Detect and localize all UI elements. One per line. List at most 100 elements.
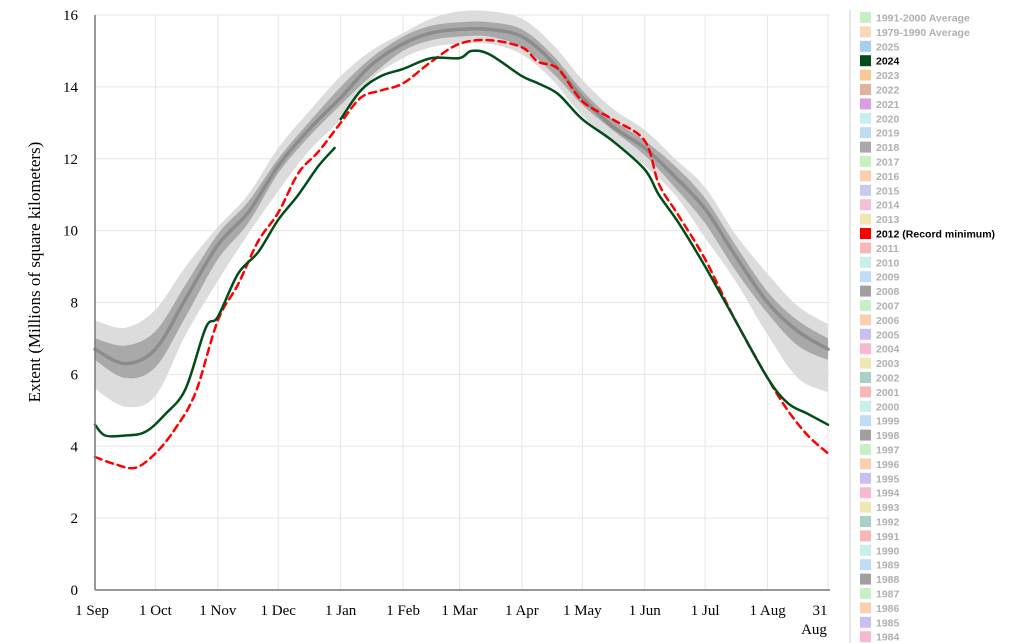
- legend-swatch[interactable]: [860, 400, 871, 412]
- y-tick-label: 6: [71, 367, 79, 383]
- legend-swatch[interactable]: [860, 256, 871, 268]
- legend-item-label[interactable]: 1991: [876, 531, 900, 543]
- legend-item-label[interactable]: 2024: [876, 56, 900, 68]
- legend-item-label[interactable]: 2019: [876, 128, 900, 140]
- legend-item-label[interactable]: 2003: [876, 358, 900, 370]
- legend-swatch[interactable]: [860, 242, 871, 254]
- legend-swatch[interactable]: [860, 343, 871, 355]
- legend-swatch[interactable]: [860, 141, 871, 153]
- legend-swatch[interactable]: [860, 40, 871, 52]
- legend-swatch[interactable]: [860, 199, 871, 211]
- legend-item-label[interactable]: 1997: [876, 445, 900, 457]
- legend-item-label[interactable]: 2002: [876, 373, 900, 385]
- legend-swatch[interactable]: [860, 357, 871, 369]
- legend-item-label[interactable]: 2014: [876, 200, 900, 212]
- legend-item-label[interactable]: 2013: [876, 214, 900, 226]
- legend-item-label[interactable]: 2020: [876, 113, 900, 125]
- series-line-2024: [339, 49, 830, 426]
- legend-swatch[interactable]: [860, 415, 871, 427]
- legend-item-label[interactable]: 1995: [876, 473, 900, 485]
- legend-item-label[interactable]: 1994: [876, 488, 900, 500]
- legend-item-label[interactable]: 2016: [876, 171, 900, 183]
- legend-swatch[interactable]: [860, 156, 871, 167]
- legend[interactable]: 1991-2000 Average 1979-1990 Average 2025 20…: [849, 10, 995, 643]
- x-tick-label: 1 Jan: [325, 603, 357, 619]
- legend-item-label[interactable]: 2008: [876, 286, 900, 298]
- legend-item-label[interactable]: 1992: [876, 517, 900, 529]
- y-axis-label: Extent (Millions of square kilometers): [25, 142, 44, 403]
- legend-swatch[interactable]: [860, 127, 871, 139]
- percentile-bands: [95, 10, 828, 408]
- legend-swatch[interactable]: [860, 69, 871, 81]
- legend-item-label[interactable]: 1989: [876, 560, 900, 572]
- legend-swatch[interactable]: [860, 544, 871, 556]
- legend-item-label[interactable]: 2010: [876, 257, 900, 269]
- legend-swatch[interactable]: [860, 616, 871, 628]
- legend-swatch[interactable]: [860, 285, 871, 297]
- legend-item-label[interactable]: 1993: [876, 502, 900, 514]
- legend-swatch[interactable]: [860, 530, 871, 542]
- legend-swatch[interactable]: [860, 573, 871, 585]
- legend-item-label[interactable]: 2023: [876, 70, 900, 82]
- legend-item-label[interactable]: 2005: [876, 329, 900, 341]
- legend-swatch[interactable]: [860, 84, 871, 95]
- legend-swatch[interactable]: [860, 55, 871, 67]
- legend-swatch[interactable]: [860, 602, 871, 614]
- legend-item-label[interactable]: 2021: [876, 99, 900, 111]
- y-tick-label: 14: [63, 80, 79, 96]
- legend-item-label[interactable]: 1986: [876, 603, 900, 615]
- legend-swatch[interactable]: [860, 328, 871, 340]
- legend-swatch[interactable]: [860, 228, 871, 239]
- legend-swatch[interactable]: [860, 501, 871, 513]
- legend-swatch[interactable]: [860, 444, 871, 455]
- legend-item-label[interactable]: 2011: [876, 243, 899, 255]
- legend-swatch[interactable]: [860, 458, 871, 470]
- x-tick-label: 1 Mar: [441, 603, 477, 619]
- legend-item-label[interactable]: 2004: [876, 344, 900, 356]
- legend-swatch[interactable]: [860, 487, 871, 499]
- legend-swatch[interactable]: [860, 516, 871, 527]
- legend-item-label[interactable]: 2006: [876, 315, 900, 327]
- legend-swatch[interactable]: [860, 98, 871, 110]
- legend-item-label[interactable]: 2009: [876, 272, 900, 284]
- x-tick-label: 1 Nov: [199, 603, 237, 619]
- legend-swatch[interactable]: [860, 429, 871, 441]
- legend-item-label[interactable]: 2012 (Record minimum): [876, 229, 995, 241]
- legend-swatch[interactable]: [860, 472, 871, 484]
- legend-item-label[interactable]: 2001: [876, 387, 900, 399]
- legend-item-label[interactable]: 1990: [876, 545, 900, 557]
- legend-swatch[interactable]: [860, 26, 871, 38]
- legend-swatch[interactable]: [860, 588, 871, 599]
- legend-item-label[interactable]: 1999: [876, 416, 900, 428]
- legend-item-label[interactable]: 2022: [876, 85, 900, 97]
- legend-swatch[interactable]: [860, 213, 871, 225]
- legend-item-label[interactable]: 2018: [876, 142, 900, 154]
- legend-swatch[interactable]: [860, 271, 871, 283]
- legend-swatch[interactable]: [860, 386, 871, 398]
- legend-swatch[interactable]: [860, 631, 871, 643]
- legend-swatch[interactable]: [860, 112, 871, 124]
- legend-swatch[interactable]: [860, 12, 871, 23]
- series-line-1991-2000-average: [93, 26, 830, 366]
- legend-item-label[interactable]: 2015: [876, 185, 900, 197]
- legend-item-label[interactable]: 2000: [876, 401, 900, 413]
- legend-item-label[interactable]: 1984: [876, 632, 900, 643]
- x-tick-label: 1 Feb: [386, 603, 420, 619]
- legend-item-label[interactable]: 1998: [876, 430, 900, 442]
- legend-item-label[interactable]: 1988: [876, 574, 900, 586]
- legend-swatch[interactable]: [860, 300, 871, 311]
- legend-swatch[interactable]: [860, 372, 871, 383]
- legend-item-label[interactable]: 1996: [876, 459, 900, 471]
- legend-swatch[interactable]: [860, 559, 871, 571]
- legend-item-label[interactable]: 2025: [876, 41, 900, 53]
- legend-item-label[interactable]: 1987: [876, 589, 900, 601]
- legend-swatch[interactable]: [860, 184, 871, 196]
- legend-item-label[interactable]: 2007: [876, 301, 900, 313]
- legend-item-label[interactable]: 1979-1990 Average: [876, 27, 970, 39]
- legend-swatch[interactable]: [860, 170, 871, 182]
- legend-item-label[interactable]: 1991-2000 Average: [876, 13, 970, 25]
- legend-item-label[interactable]: 2017: [876, 157, 900, 169]
- legend-item-label[interactable]: 1985: [876, 617, 900, 629]
- legend-swatch[interactable]: [860, 314, 871, 326]
